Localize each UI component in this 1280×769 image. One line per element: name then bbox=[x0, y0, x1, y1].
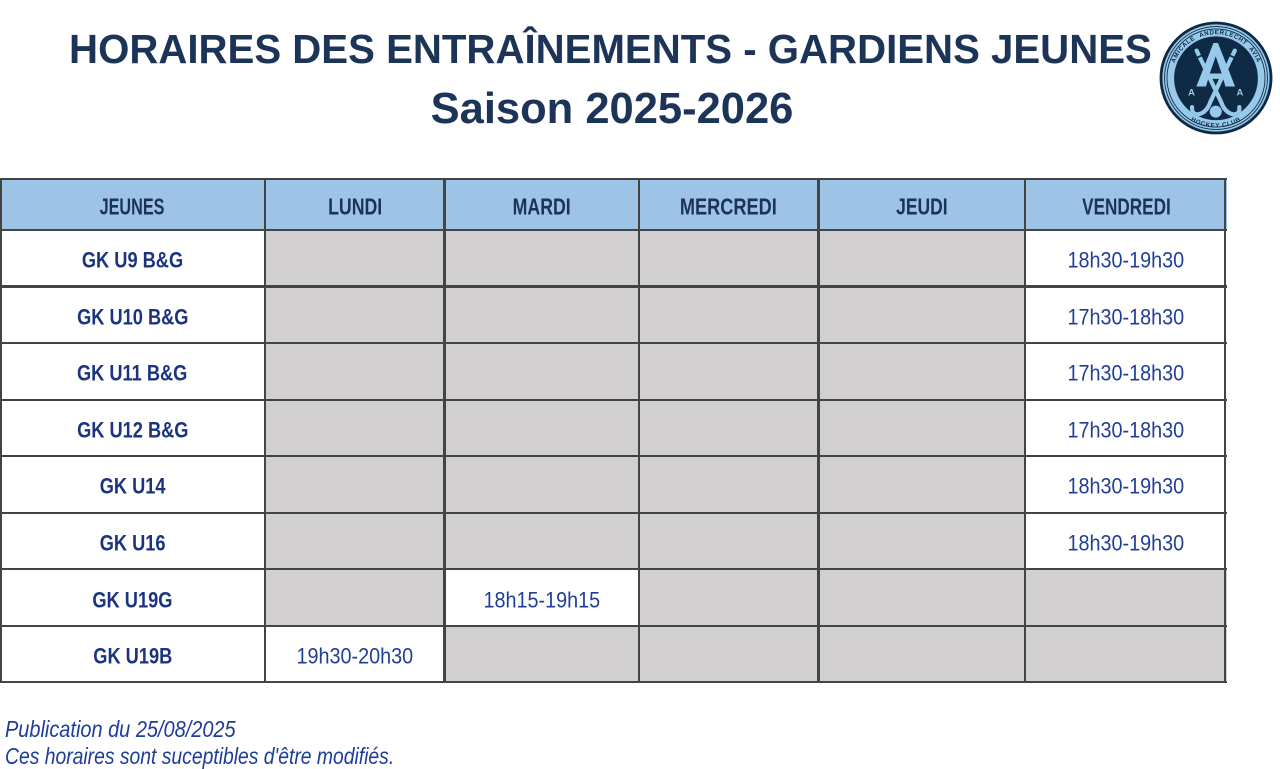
svg-text:A: A bbox=[1237, 87, 1244, 98]
svg-text:A: A bbox=[1188, 87, 1195, 98]
